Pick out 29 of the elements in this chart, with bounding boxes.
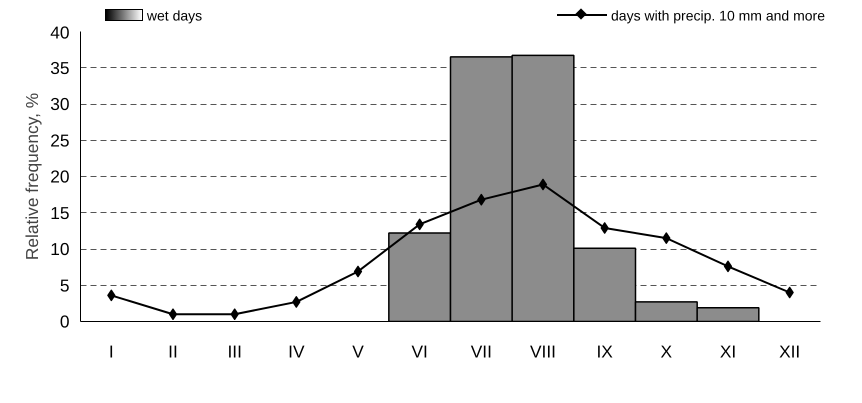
y-tick-label: 15 (50, 202, 70, 223)
x-tick-label: XII (779, 342, 800, 362)
legend-label: wet days (146, 7, 202, 24)
point (168, 308, 178, 320)
x-tick-label: I (108, 342, 114, 362)
y-tick-label: 10 (50, 239, 70, 259)
x-tick-label: VIII (530, 342, 556, 362)
legend-label: days with precip. 10 mm and more (611, 7, 825, 24)
y-tick-label: 20 (50, 166, 70, 186)
y-tick-label: 35 (50, 58, 70, 78)
x-tick-label: III (227, 342, 242, 362)
y-tick-label: 5 (60, 275, 70, 296)
x-tick-label: XI (720, 342, 736, 362)
y-tick-label: 25 (50, 130, 70, 150)
y-axis-title: Relative frequency, % (22, 92, 42, 260)
point (354, 265, 362, 278)
point (786, 286, 794, 298)
y-tick-label: 30 (50, 94, 70, 114)
x-tick-label: VI (411, 342, 428, 362)
x-tick-label: V (352, 342, 364, 362)
x-tick-label: VII (470, 342, 492, 362)
x-tick-label: IV (288, 342, 305, 362)
y-tick-label: 40 (50, 22, 70, 42)
x-tick-label: IX (596, 342, 614, 362)
x-tick-label: II (168, 342, 178, 362)
point (724, 260, 732, 272)
point (538, 178, 548, 190)
x-tick-label: X (660, 342, 673, 362)
y-tick-label: 0 (60, 312, 70, 332)
